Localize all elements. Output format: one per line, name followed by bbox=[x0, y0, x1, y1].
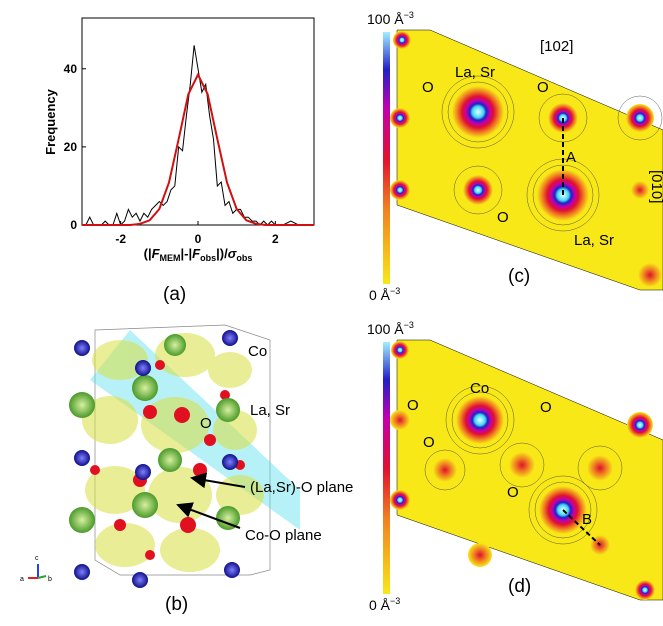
data-line bbox=[82, 75, 314, 225]
atom-label: La, Sr bbox=[455, 64, 495, 81]
panel-label: (c) bbox=[508, 266, 530, 287]
atom-label: O bbox=[200, 415, 212, 432]
axis-label: b bbox=[48, 576, 52, 583]
bond-label: A bbox=[566, 149, 576, 166]
axis-label: c bbox=[35, 555, 39, 562]
data-line bbox=[86, 45, 306, 225]
atom-label: Co bbox=[470, 380, 489, 397]
x-tick-label: 2 bbox=[272, 232, 279, 246]
colorbar-label: 0 Å−3 bbox=[369, 596, 400, 613]
y-axis-label: Frequency bbox=[43, 88, 58, 155]
figure: (a) (b) (c) (d) bbox=[0, 0, 663, 626]
colorbar-label: 100 Å−3 bbox=[367, 320, 414, 337]
atom-label: O bbox=[497, 209, 509, 226]
bond-label: B bbox=[582, 511, 592, 528]
atom-label: La, Sr bbox=[574, 232, 614, 249]
atom-label: Co bbox=[248, 343, 267, 360]
atom-label: O bbox=[407, 397, 419, 414]
atom-label: O bbox=[540, 399, 552, 416]
colorbar-label: 100 Å−3 bbox=[367, 10, 414, 27]
atom-label: O bbox=[537, 79, 549, 96]
panel-label: (a) bbox=[163, 284, 186, 305]
atom-label: La, Sr bbox=[250, 402, 290, 419]
plane-label: (La,Sr)-O plane bbox=[250, 479, 353, 496]
atom-label: O bbox=[507, 484, 519, 501]
plane-label: Co-O plane bbox=[245, 527, 322, 544]
y-tick-label: 40 bbox=[64, 62, 78, 76]
panel-label: (d) bbox=[508, 576, 531, 597]
plot-frame bbox=[82, 18, 314, 225]
x-tick-label: 0 bbox=[195, 232, 202, 246]
x-axis-label: (|FMEM|-|Fobs|)/σobs bbox=[144, 246, 253, 263]
density-map bbox=[383, 340, 663, 600]
atom-label: O bbox=[423, 434, 435, 451]
atom-label: O bbox=[422, 79, 434, 96]
y-tick-label: 0 bbox=[70, 218, 77, 232]
axis-label: a bbox=[20, 576, 24, 583]
crystal-structure bbox=[28, 325, 300, 588]
density-map bbox=[383, 30, 663, 290]
y-tick-label: 20 bbox=[64, 140, 78, 154]
x-tick-label: -2 bbox=[115, 232, 126, 246]
panel-label: (b) bbox=[165, 594, 188, 615]
direction-label: [010] bbox=[648, 170, 663, 203]
colorbar-label: 0 Å−3 bbox=[369, 286, 400, 303]
direction-label: [102] bbox=[540, 38, 573, 55]
